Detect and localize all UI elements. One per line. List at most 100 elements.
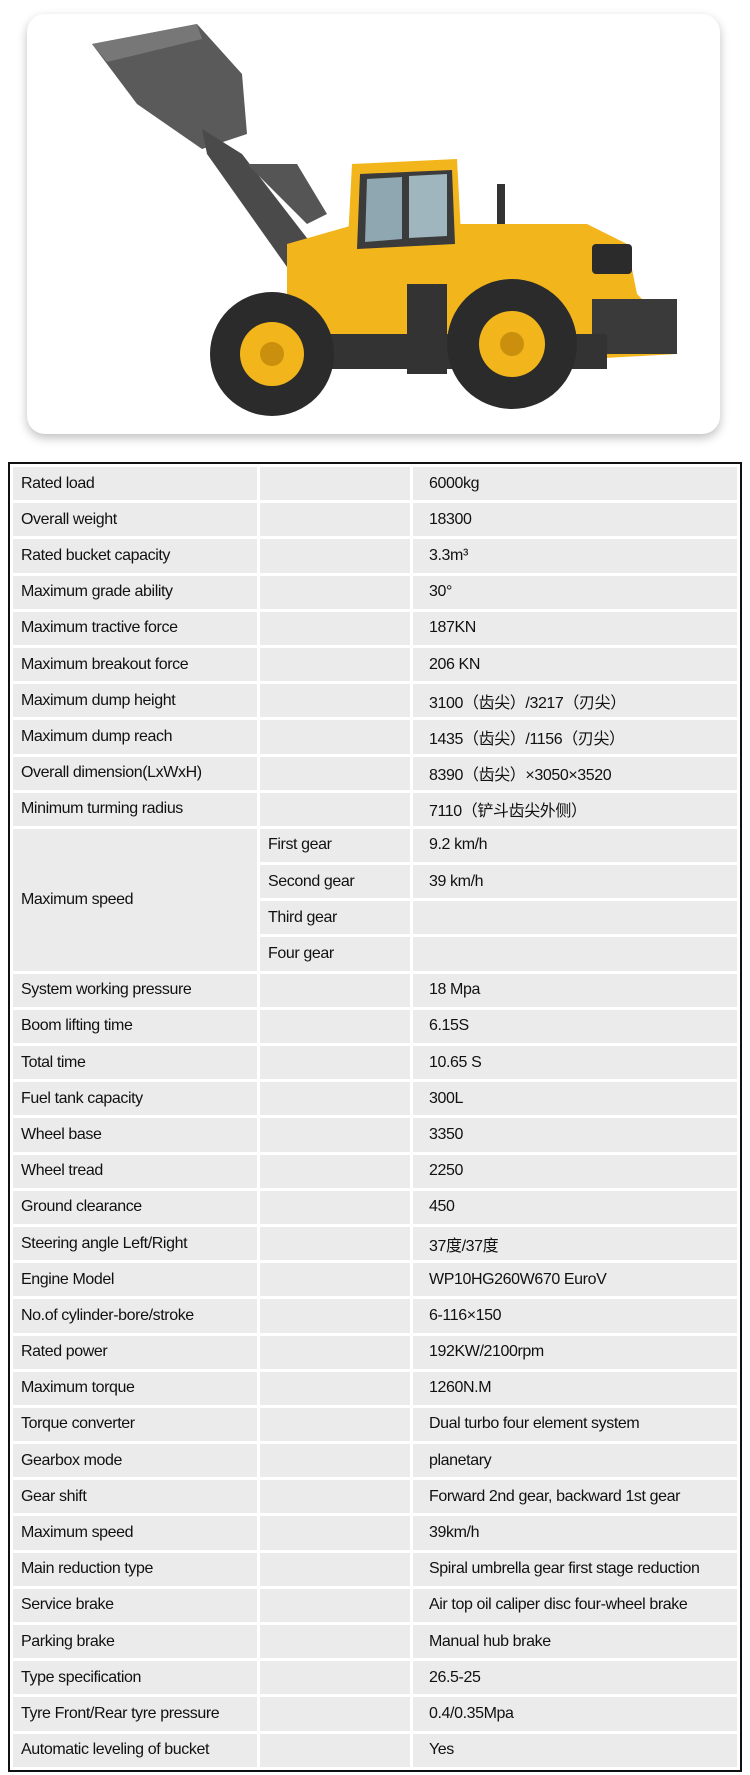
table-row: Rated bucket capacity 3.3m³ xyxy=(13,539,737,573)
spec-sub-label xyxy=(260,756,410,790)
table-row: Type specification 26.5-25 xyxy=(13,1661,737,1695)
spec-value: 10.65 S xyxy=(413,1046,737,1080)
spec-value: 0.4/0.35Mpa xyxy=(413,1697,737,1731)
spec-value: 192KW/2100rpm xyxy=(413,1335,737,1369)
spec-label: Rated power xyxy=(13,1335,257,1369)
table-row: Torque converter Dual turbo four element … xyxy=(13,1407,737,1442)
table-row: System working pressure 18 Mpa xyxy=(13,973,737,1007)
spec-value: 6.15S xyxy=(413,1009,737,1043)
spec-sub-label xyxy=(260,647,410,682)
table-row: Second gear 39 km/h xyxy=(13,865,737,899)
spec-label: Boom lifting time xyxy=(13,1009,257,1043)
table-row: Maximum dump reach 1435（齿尖）/1156（刃尖） xyxy=(13,720,737,754)
spec-label: Tyre Front/Rear tyre pressure xyxy=(13,1697,257,1731)
gear-label: Third gear xyxy=(260,901,410,935)
table-row: Overall weight 18300 xyxy=(13,503,737,537)
table-row: Rated load 6000kg xyxy=(13,467,737,501)
spec-value: 450 xyxy=(413,1190,737,1224)
spec-value: 30° xyxy=(413,575,737,609)
spec-value xyxy=(413,901,737,935)
spec-sub-label xyxy=(260,792,410,826)
spec-sub-label xyxy=(260,1588,410,1622)
spec-value: 8390（齿尖）×3050×3520 xyxy=(413,756,737,790)
table-row: Maximum tractive force 187KN xyxy=(13,611,737,645)
spec-label: Main reduction type xyxy=(13,1552,257,1586)
spec-value: Dual turbo four element system xyxy=(413,1407,737,1442)
spec-label: Steering angle Left/Right xyxy=(13,1226,257,1261)
spec-sub-label xyxy=(260,539,410,573)
spec-sub-label xyxy=(260,1335,410,1369)
spec-value: 187KN xyxy=(413,611,737,645)
spec-value: Spiral umbrella gear first stage reducti… xyxy=(413,1552,737,1586)
spec-sub-label xyxy=(260,1046,410,1080)
spec-sub-label xyxy=(260,684,410,718)
spec-sub-label xyxy=(260,1082,410,1116)
spec-sub-label xyxy=(260,973,410,1007)
spec-label: Rated load xyxy=(13,467,257,501)
table-row: No.of cylinder-bore/stroke 6-116×150 xyxy=(13,1299,737,1333)
spec-sub-label xyxy=(260,1263,410,1297)
spec-sub-label xyxy=(260,1733,410,1767)
spec-label: No.of cylinder-bore/stroke xyxy=(13,1299,257,1333)
spec-label: Minimum turming radius xyxy=(13,792,257,826)
spec-sub-label xyxy=(260,1407,410,1442)
table-row: Gear shift Forward 2nd gear, backward 1st… xyxy=(13,1480,737,1514)
spec-value: planetary xyxy=(413,1444,737,1478)
table-row: Maximum speed First gear 9.2 km/h xyxy=(13,828,737,971)
spec-label: Maximum speed xyxy=(13,828,257,971)
spec-value: 37度/37度 xyxy=(413,1226,737,1261)
spec-value: 300L xyxy=(413,1082,737,1116)
table-row: Maximum grade ability 30° xyxy=(13,575,737,609)
spec-sub-label xyxy=(260,1154,410,1188)
spec-sub-label xyxy=(260,1661,410,1695)
spec-value: Manual hub brake xyxy=(413,1625,737,1659)
gear-label: First gear xyxy=(260,828,410,863)
table-row: Tyre Front/Rear tyre pressure 0.4/0.35Mpa xyxy=(13,1697,737,1731)
spec-label: Automatic leveling of bucket xyxy=(13,1733,257,1767)
table-row: Wheel tread 2250 xyxy=(13,1154,737,1188)
spec-sub-label xyxy=(260,503,410,537)
table-row: Steering angle Left/Right 37度/37度 xyxy=(13,1226,737,1261)
table-row: Wheel base 3350 xyxy=(13,1118,737,1152)
spec-value: 18300 xyxy=(413,503,737,537)
spec-sub-label xyxy=(260,575,410,609)
spec-sub-label xyxy=(260,1516,410,1550)
gear-label: Four gear xyxy=(260,937,410,971)
spec-sub-label xyxy=(260,1299,410,1333)
spec-label: System working pressure xyxy=(13,973,257,1007)
spec-sub-label xyxy=(260,1371,410,1405)
spec-label: Maximum dump height xyxy=(13,684,257,718)
table-row: Total time 10.65 S xyxy=(13,1046,737,1080)
gear-label: Second gear xyxy=(260,865,410,899)
spec-sub-label xyxy=(260,1226,410,1261)
table-row: Main reduction type Spiral umbrella gear … xyxy=(13,1552,737,1586)
spec-label: Wheel tread xyxy=(13,1154,257,1188)
spec-sub-label xyxy=(260,1552,410,1586)
table-row: Third gear xyxy=(13,901,737,935)
spec-label: Gear shift xyxy=(13,1480,257,1514)
spec-sub-label xyxy=(260,611,410,645)
spec-label: Overall dimension(LxWxH) xyxy=(13,756,257,790)
spec-sub-label xyxy=(260,720,410,754)
spec-label: Torque converter xyxy=(13,1407,257,1442)
spec-table: Rated load 6000kg Overall weight 18300 Rated… xyxy=(8,462,742,1772)
spec-value: 1260N.M xyxy=(413,1371,737,1405)
spec-value: 39km/h xyxy=(413,1516,737,1550)
spec-label: Fuel tank capacity xyxy=(13,1082,257,1116)
spec-sub-label xyxy=(260,1480,410,1514)
spec-value: 6-116×150 xyxy=(413,1299,737,1333)
spec-label: Parking brake xyxy=(13,1625,257,1659)
spec-value: 18 Mpa xyxy=(413,973,737,1007)
spec-label: Engine Model xyxy=(13,1263,257,1297)
spec-value: 206 KN xyxy=(413,647,737,682)
table-row: Ground clearance 450 xyxy=(13,1190,737,1224)
table-row: Maximum breakout force 206 KN xyxy=(13,647,737,682)
spec-label: Maximum grade ability xyxy=(13,575,257,609)
spec-value: 3350 xyxy=(413,1118,737,1152)
spec-sub-label xyxy=(260,467,410,501)
spec-label: Maximum speed xyxy=(13,1516,257,1550)
spec-value: 1435（齿尖）/1156（刃尖） xyxy=(413,720,737,754)
spec-sub-label xyxy=(260,1625,410,1659)
spec-label: Service brake xyxy=(13,1588,257,1622)
table-row: Maximum torque 1260N.M xyxy=(13,1371,737,1405)
